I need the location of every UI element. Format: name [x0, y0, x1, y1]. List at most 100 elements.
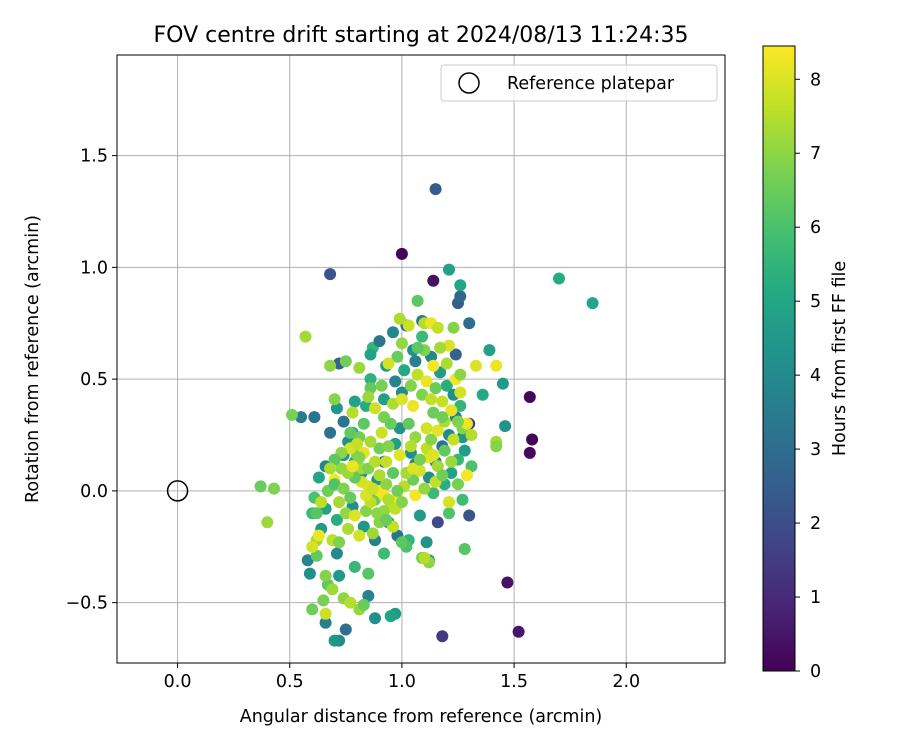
scatter-point	[454, 399, 467, 412]
scatter-point	[346, 406, 359, 419]
scatter-point	[470, 359, 482, 372]
scatter-point	[303, 567, 316, 580]
scatter-point	[375, 379, 388, 392]
scatter-point	[317, 594, 330, 607]
scatter-point	[382, 440, 395, 453]
scatter-point	[395, 393, 408, 406]
scatter-point	[268, 482, 280, 495]
scatter-point	[409, 355, 422, 368]
scatter-point	[440, 357, 453, 370]
scatter-point	[501, 576, 514, 589]
scatter-point	[431, 424, 444, 437]
scatter-point	[454, 279, 467, 292]
scatter-point	[339, 355, 352, 368]
plot-frame	[116, 54, 726, 664]
scatter-point	[395, 337, 408, 350]
scatter-point	[348, 509, 361, 522]
scatter-point	[418, 482, 431, 495]
scatter-point	[586, 297, 599, 310]
y-axis-label: Rotation from reference (arcmin)	[23, 215, 43, 503]
scatter-point	[416, 330, 429, 343]
colorbar-tick-label: 1	[810, 588, 821, 608]
scatter-point	[427, 359, 440, 372]
scatter-point	[312, 471, 325, 484]
scatter-point	[324, 268, 337, 281]
scatter-point	[324, 462, 337, 475]
scatter-point	[458, 543, 471, 555]
scatter-point	[369, 612, 381, 625]
scatter-point	[364, 348, 377, 361]
scatter-point	[429, 382, 442, 395]
x-tick-label: 0.0	[164, 672, 192, 692]
scatter-point	[420, 536, 433, 549]
scatter-point	[387, 397, 399, 410]
scatter-point	[411, 294, 424, 307]
scatter-point	[333, 496, 346, 509]
scatter-point	[454, 290, 467, 303]
scatter-point	[357, 520, 370, 533]
scatter-point	[373, 335, 386, 348]
scatter-point	[402, 319, 415, 332]
x-axis-label: Angular distance from reference (arcmin)	[240, 707, 603, 727]
scatter-point	[380, 478, 393, 491]
scatter-point	[429, 183, 442, 196]
scatter-point	[380, 455, 393, 468]
scatter-point	[395, 247, 408, 260]
scatter-point	[402, 417, 415, 430]
scatter-point	[310, 507, 323, 520]
scatter-point	[254, 480, 267, 493]
colorbar-label: Hours from first FF file	[830, 261, 850, 456]
scatter-point	[353, 451, 366, 464]
y-tick-label: 1.5	[80, 147, 108, 167]
scatter-point	[391, 484, 404, 497]
scatter-point	[328, 453, 341, 466]
scatter-point	[418, 551, 431, 564]
scatter-point	[301, 554, 314, 567]
scatter-point	[286, 408, 298, 421]
scatter-point	[357, 598, 370, 611]
scatter-point	[436, 395, 449, 408]
scatter-point	[382, 357, 395, 370]
colorbar-tick-label: 2	[810, 514, 821, 534]
scatter-point	[371, 507, 384, 520]
colorbar-tick-label: 3	[810, 440, 821, 460]
scatter-point	[427, 449, 440, 462]
scatter-point	[330, 513, 343, 526]
scatter-point	[404, 440, 417, 453]
scatter-point	[310, 549, 323, 562]
scatter-point	[360, 505, 372, 517]
scatter-point	[380, 513, 393, 526]
scatter-point	[324, 359, 337, 372]
scatter-point	[523, 446, 536, 459]
scatter-point	[463, 317, 476, 330]
scatter-point	[337, 482, 350, 495]
x-tick-label: 2.0	[612, 672, 640, 692]
scatter-point	[454, 386, 467, 399]
scatter-point	[483, 344, 496, 357]
scatter-point	[413, 453, 426, 466]
scatter-point	[315, 496, 328, 509]
scatter-point	[261, 516, 274, 529]
scatter-point	[373, 469, 386, 482]
scatter-point	[308, 411, 321, 424]
scatter-point	[393, 312, 406, 325]
scatter-point	[456, 431, 469, 444]
scatter-point	[395, 536, 408, 549]
scatter-point	[351, 437, 364, 450]
scatter-point	[465, 429, 478, 441]
scatter-point	[378, 393, 390, 406]
scatter-point	[452, 415, 464, 428]
scatter-point	[319, 607, 332, 620]
scatter-point	[393, 422, 406, 435]
scatter-point	[306, 540, 319, 553]
x-axis-ticks: 0.0 0.5 1.0 1.5 2.0	[164, 663, 640, 692]
scatter-point	[382, 493, 395, 506]
scatter-point	[452, 478, 464, 491]
scatter-point	[346, 460, 359, 473]
scatter-point	[362, 589, 375, 602]
scatter-point	[398, 364, 411, 377]
legend-box	[440, 64, 718, 102]
reference-platepar-marker	[166, 480, 189, 502]
scatter-point	[443, 496, 455, 509]
legend-marker-circle-icon	[458, 72, 480, 94]
